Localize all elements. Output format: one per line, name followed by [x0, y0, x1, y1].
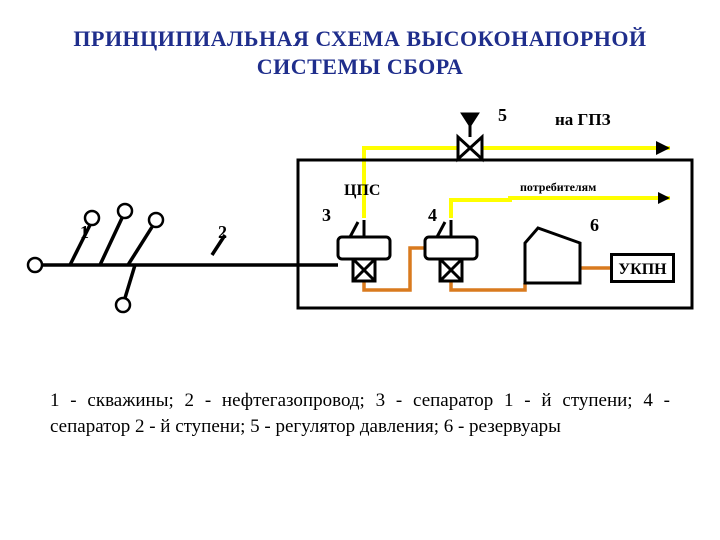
ukpn-label: УКПН	[618, 261, 666, 278]
well-network	[28, 204, 298, 312]
label-consumers: потребителям	[520, 180, 596, 195]
gas-pipe-5	[364, 141, 670, 218]
label-5: 5	[498, 105, 507, 126]
separator-3	[338, 220, 390, 281]
label-cps: ЦПС	[344, 182, 380, 200]
separator-4	[425, 220, 477, 281]
label-3: 3	[322, 205, 331, 226]
tank-6	[525, 228, 580, 283]
regulator-5	[458, 113, 482, 159]
label-gpz: на ГПЗ	[555, 110, 611, 130]
label-4: 4	[428, 205, 437, 226]
gas-pipe-4	[451, 192, 670, 218]
label-6: 6	[590, 215, 599, 236]
legend-text: 1 - скважины; 2 - нефтегазопровод; 3 - с…	[50, 388, 670, 439]
ukpn-box: УКПН	[610, 253, 675, 283]
label-2: 2	[218, 222, 227, 243]
label-1: 1	[80, 222, 89, 243]
